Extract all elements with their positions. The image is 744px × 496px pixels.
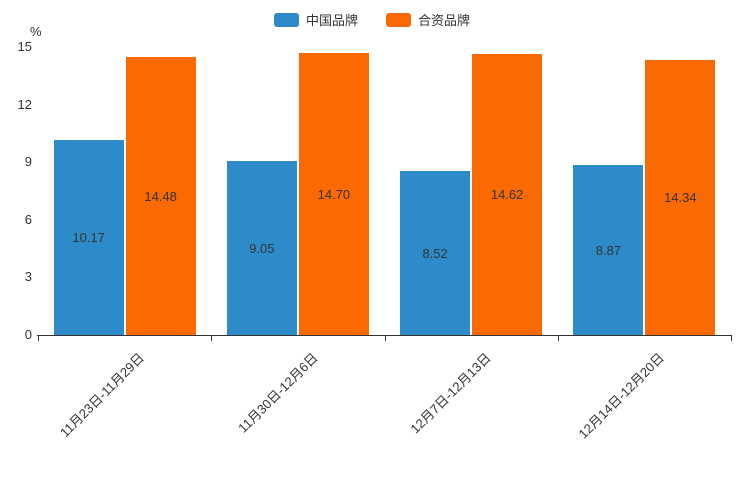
- bar-value-label: 14.70: [317, 186, 351, 202]
- x-axis-line: [37, 335, 732, 336]
- y-tick-label: 9: [24, 154, 32, 170]
- x-axis-tick: [731, 336, 732, 341]
- bar-joint-venture-brand: 14.70: [298, 53, 369, 335]
- y-axis-unit-label: %: [30, 24, 42, 39]
- bar-china-brand: 8.87: [573, 165, 644, 335]
- x-axis-category-label: 11月23日-11月29日: [57, 350, 148, 441]
- legend-swatch-joint-venture-brand: [386, 12, 411, 27]
- x-axis-tick: [384, 336, 386, 341]
- y-tick-label: 0: [24, 327, 32, 342]
- x-axis-tick: [557, 336, 559, 341]
- y-axis: 0 3 6 9 12 15: [0, 40, 32, 342]
- bar-value-label: 8.52: [422, 245, 448, 261]
- legend: 中国品牌 合资品牌: [0, 10, 744, 29]
- bar-joint-venture-brand: 14.62: [472, 54, 543, 335]
- bar-value-label: 10.17: [72, 230, 105, 245]
- legend-label-joint-venture-brand: 合资品牌: [418, 13, 471, 28]
- bar-value-label: 14.48: [144, 188, 177, 204]
- x-axis-tick: [38, 336, 39, 341]
- legend-swatch-china-brand: [273, 12, 299, 27]
- legend-item-china-brand[interactable]: 中国品牌: [273, 10, 358, 29]
- bar-china-brand: 10.17: [53, 140, 124, 335]
- legend-item-joint-venture-brand[interactable]: 合资品牌: [386, 10, 470, 29]
- y-tick-label: 6: [24, 211, 32, 227]
- bar-value-label: 14.34: [664, 190, 697, 205]
- bar-china-brand: 8.52: [400, 171, 471, 335]
- bar-value-label: 8.87: [595, 242, 622, 258]
- bar-joint-venture-brand: 14.34: [645, 60, 716, 335]
- bar-value-label: 9.05: [249, 240, 275, 256]
- x-axis-tick: [211, 336, 213, 341]
- y-tick-label: 12: [17, 96, 32, 112]
- bar-joint-venture-brand: 14.48: [125, 57, 196, 335]
- bar-china-brand: 9.05: [226, 161, 297, 335]
- x-axis-category-label: 11月30日-12月6日: [235, 350, 321, 436]
- plot-area: 10.17 14.48 9.05 14.70 8.52 14.62 8.87 14.34: [38, 47, 731, 335]
- y-tick-label: 3: [24, 269, 32, 285]
- x-axis-category-label: 12月14日-12月20日: [575, 350, 668, 442]
- bar-value-label: 14.62: [490, 187, 524, 202]
- legend-label-china-brand: 中国品牌: [305, 13, 358, 28]
- y-tick-label: 15: [17, 39, 32, 54]
- x-axis-labels: 11月23日-11月29日 11月30日-12月6日 12月7日-12月13日 12月…: [38, 348, 731, 488]
- x-axis-category-label: 12月7日-12月13日: [407, 350, 494, 437]
